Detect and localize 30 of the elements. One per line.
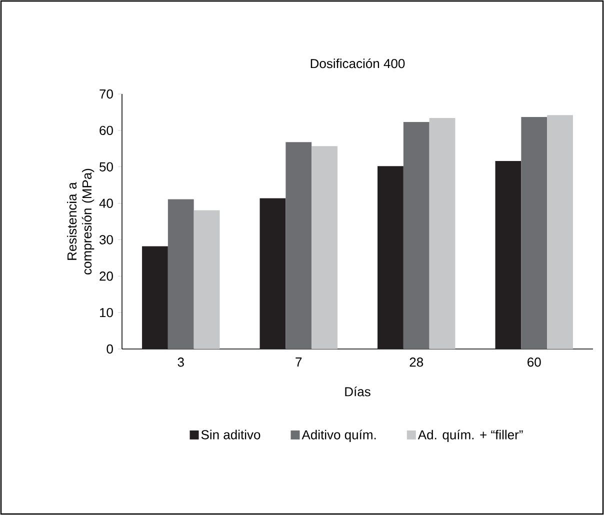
bar [495, 161, 522, 349]
bar [286, 142, 312, 349]
x-tick-label: 28 [410, 358, 424, 367]
legend-label: Aditivo quím. [302, 430, 376, 442]
bar [194, 210, 220, 349]
bar [547, 115, 573, 349]
y-tick-label: 30 [100, 235, 113, 244]
bar [429, 118, 456, 349]
y-tick-label: 50 [100, 162, 113, 172]
x-tick-label: 3 [178, 358, 184, 367]
y-axis-title: Resistencia a compresión (MPa) [67, 168, 94, 274]
bar [142, 246, 168, 349]
y-tick-label: 20 [100, 272, 113, 281]
bar [312, 146, 338, 349]
y-tick-label: 10 [100, 308, 113, 318]
y-tick-label: 40 [99, 198, 113, 208]
y-tick-label: 70 [100, 89, 113, 99]
bar [403, 122, 430, 349]
legend-label: Ad. quím. + “filler” [418, 430, 523, 442]
chart-title: Dosificación 400 [310, 58, 405, 68]
x-axis-title: Días [345, 386, 370, 396]
bar [260, 198, 286, 349]
y-tick-label: 0 [106, 344, 113, 354]
legend-label: Sin aditivo [201, 430, 260, 440]
bar [521, 116, 548, 349]
bar [168, 199, 194, 349]
y-tick-label: 60 [100, 126, 113, 136]
x-tick-label: 7 [296, 358, 302, 366]
x-tick-label: 60 [528, 358, 541, 367]
bar [378, 166, 404, 349]
